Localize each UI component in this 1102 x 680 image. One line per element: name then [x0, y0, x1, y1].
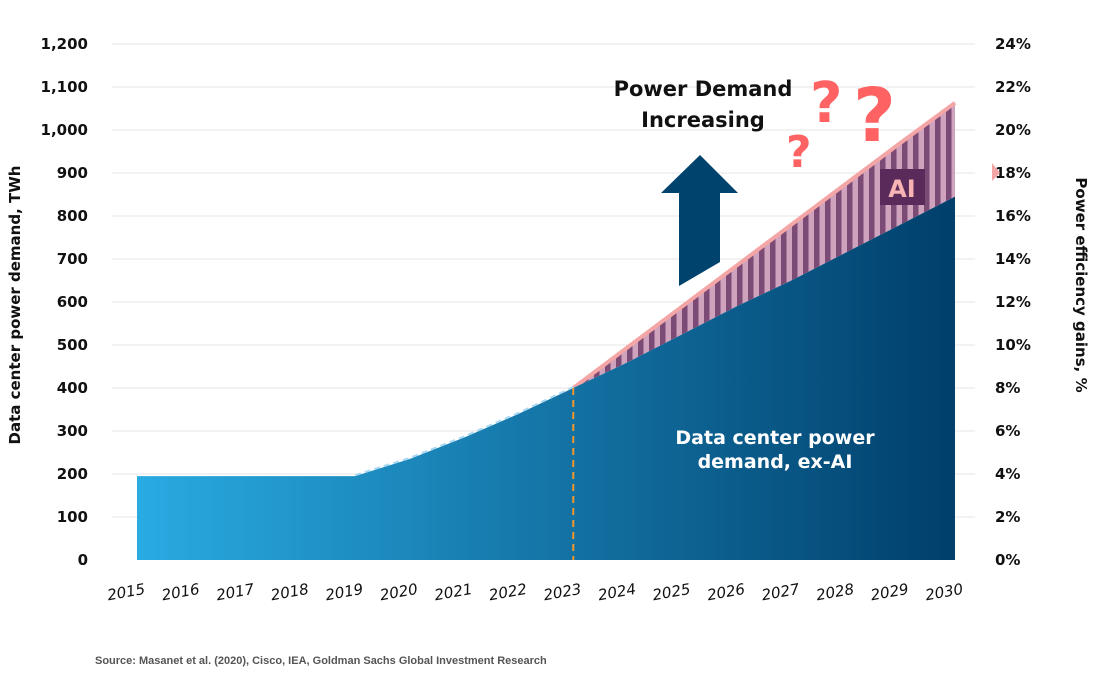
question-mark-icon: ?	[786, 127, 812, 178]
x-tick-label: 2027	[760, 580, 801, 604]
ai-label-text: AI	[888, 175, 916, 203]
x-tick-label: 2019	[324, 580, 365, 604]
y-tick-label: 700	[57, 250, 88, 268]
y2-tick-label: 12%	[995, 293, 1031, 311]
x-tick-label: 2029	[869, 580, 910, 604]
x-tick-label: 2015	[106, 580, 147, 604]
y2-tick-label: 8%	[995, 379, 1020, 397]
y-tick-label: 900	[57, 164, 88, 182]
y2-axis-ticks: 0% 2% 4% 6% 8% 10% 12% 14% 16% 18% 20% 22% 24%	[995, 35, 1031, 569]
y2-tick-label: 0%	[995, 551, 1020, 569]
y-tick-label: 400	[57, 379, 88, 397]
y-axis-ticks: 0 100 200 300 400 500 600 700 800 900 1,000 1,100 1,…	[41, 35, 88, 569]
x-tick-label: 2016	[160, 580, 201, 604]
x-tick-label: 2030	[924, 580, 965, 604]
question-mark-icon: ?	[853, 73, 896, 159]
pink-marker	[992, 163, 1000, 181]
y-tick-label: 1,100	[41, 78, 88, 96]
historical-edge-line	[354, 386, 574, 477]
area-label-line2: demand, ex-AI	[698, 451, 853, 473]
x-tick-label: 2025	[651, 580, 692, 604]
arrow-text-line1: Power Demand	[614, 77, 793, 101]
y2-tick-label: 10%	[995, 336, 1031, 354]
power-demand-arrow: Power Demand Increasing	[614, 77, 793, 286]
x-tick-label: 2022	[487, 580, 528, 604]
source-note: Source: Masanet et al. (2020), Cisco, IE…	[95, 655, 547, 667]
y2-tick-label: 18%	[995, 164, 1031, 182]
y2-tick-label: 20%	[995, 121, 1031, 139]
y2-tick-label: 22%	[995, 78, 1031, 96]
x-tick-label: 2021	[433, 580, 474, 604]
x-tick-label: 2017	[215, 580, 256, 604]
x-tick-label: 2026	[706, 580, 747, 604]
ai-label: AI	[880, 169, 925, 205]
plot-areas	[137, 101, 957, 560]
question-mark-icon: ?	[810, 71, 842, 136]
x-tick-label: 2020	[378, 580, 419, 604]
y2-tick-label: 2%	[995, 508, 1020, 526]
y-tick-label: 200	[57, 465, 88, 483]
y2-tick-label: 24%	[995, 35, 1031, 53]
y2-tick-label: 4%	[995, 465, 1020, 483]
x-tick-label: 2023	[542, 580, 583, 604]
y-axis-label: Data center power demand, TWh	[6, 166, 24, 445]
gridlines	[112, 43, 975, 518]
y-tick-label: 1,000	[41, 121, 88, 139]
y2-tick-label: 14%	[995, 250, 1031, 268]
y-tick-label: 0	[78, 551, 88, 569]
x-tick-label: 2024	[597, 580, 638, 604]
y-tick-label: 500	[57, 336, 88, 354]
area-label-line1: Data center power	[675, 427, 875, 449]
ai-edge-line	[572, 101, 957, 390]
y-tick-label: 600	[57, 293, 88, 311]
y-tick-label: 800	[57, 207, 88, 225]
arrow-text-line2: Increasing	[641, 108, 765, 132]
y2-tick-label: 6%	[995, 422, 1020, 440]
x-axis-ticks: 2015 2016 2017 2018 2019 2020 2021 2022 2023 2024…	[106, 580, 965, 604]
x-tick-label: 2018	[269, 580, 310, 604]
question-marks: ? ? ?	[786, 71, 896, 178]
y2-axis-label: Power efficiency gains, %	[1072, 177, 1090, 392]
y2-tick-label: 16%	[995, 207, 1031, 225]
ex-ai-area	[137, 196, 955, 560]
y-tick-label: 300	[57, 422, 88, 440]
y-tick-label: 100	[57, 508, 88, 526]
y-tick-label: 1,200	[41, 35, 88, 53]
up-arrow-icon	[661, 155, 738, 286]
x-tick-label: 2028	[815, 580, 856, 604]
